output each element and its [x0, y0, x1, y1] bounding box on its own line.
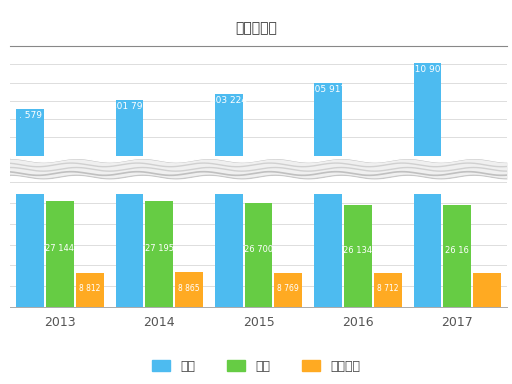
- Bar: [116, 100, 143, 384]
- Bar: [314, 194, 342, 307]
- Bar: [215, 94, 243, 384]
- Text: 410 900: 410 900: [409, 65, 446, 74]
- Bar: [16, 109, 44, 384]
- Legend: 世界, 日本, フランス: 世界, 日本, フランス: [146, 355, 366, 378]
- Text: 26 16: 26 16: [445, 247, 469, 255]
- Bar: [443, 205, 471, 307]
- Text: 8 769: 8 769: [278, 284, 299, 293]
- Bar: [344, 205, 372, 307]
- Text: 26 134: 26 134: [344, 247, 372, 255]
- Bar: [473, 273, 501, 307]
- Bar: [116, 194, 143, 307]
- Text: 26 700: 26 700: [244, 245, 273, 254]
- Bar: [414, 63, 441, 384]
- Bar: [145, 201, 173, 307]
- Text: 27 195: 27 195: [145, 244, 174, 253]
- Bar: [76, 273, 103, 307]
- Bar: [215, 194, 243, 307]
- Text: 403 224: 403 224: [210, 96, 247, 105]
- Bar: [274, 273, 302, 307]
- Bar: [245, 203, 272, 307]
- Text: 8 712: 8 712: [377, 284, 398, 293]
- Bar: [314, 83, 342, 384]
- Bar: [414, 194, 441, 307]
- Bar: [46, 201, 74, 307]
- Text: 27 144: 27 144: [46, 244, 74, 253]
- Bar: [16, 194, 44, 307]
- Text: 8 812: 8 812: [79, 284, 100, 293]
- Bar: [175, 273, 203, 307]
- Text: 8 865: 8 865: [178, 284, 200, 293]
- Text: . 579: . 579: [18, 111, 41, 120]
- Text: 405 917: 405 917: [309, 85, 347, 94]
- Bar: [374, 273, 401, 307]
- Text: 401 795: 401 795: [111, 102, 148, 111]
- Text: 紙の消費量: 紙の消費量: [235, 21, 277, 35]
